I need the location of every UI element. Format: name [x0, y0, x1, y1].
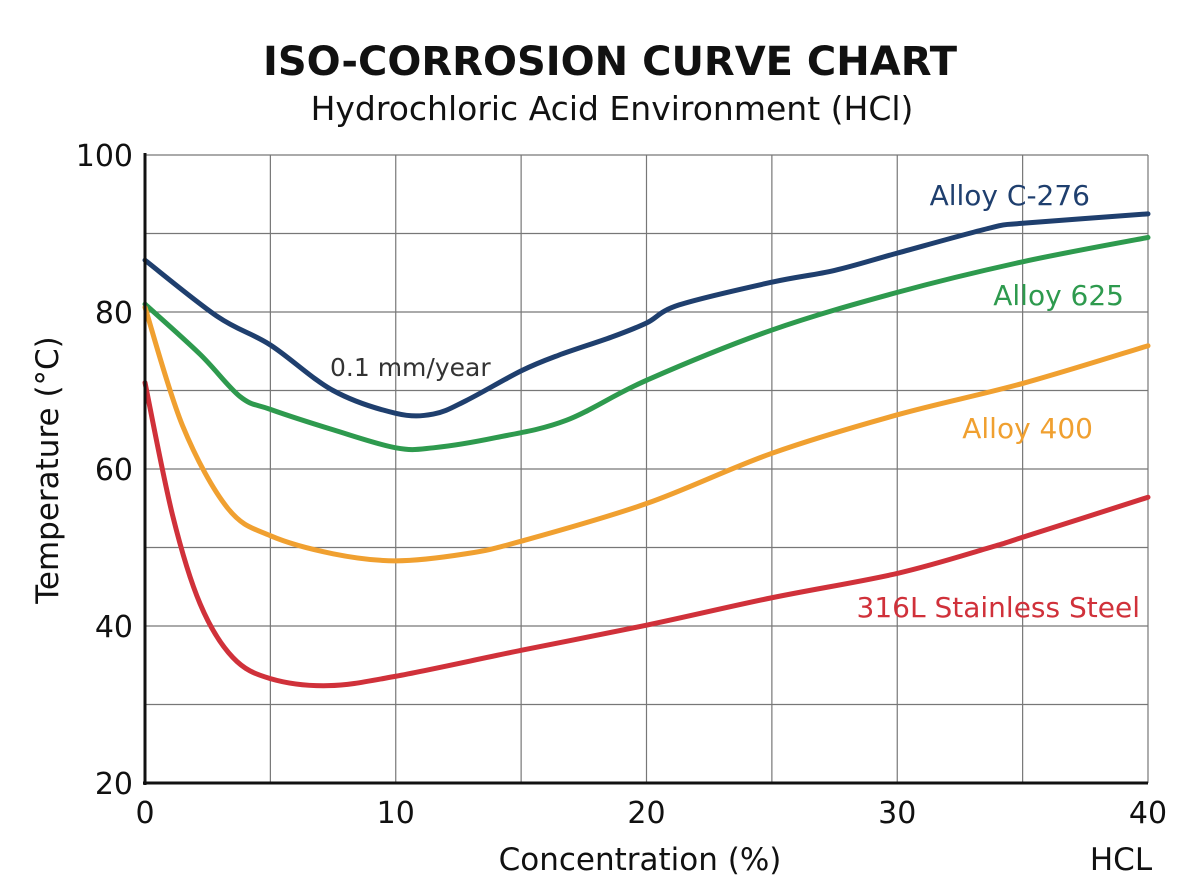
series-label-316l: 316L Stainless Steel: [857, 591, 1140, 624]
x-tick-label: 30: [878, 796, 916, 831]
y-tick-label: 80: [95, 296, 133, 331]
y-axis-label: Temperature (°C): [30, 336, 66, 605]
x-tick-label: 40: [1129, 796, 1167, 831]
y-tick-label: 60: [95, 453, 133, 488]
x-tick-label: 10: [377, 796, 415, 831]
series-label-c276: Alloy C-276: [930, 179, 1090, 212]
series-lines: [142, 211, 1151, 689]
series-line-0: [142, 211, 1151, 419]
x-axis-extra-label: HCL: [1090, 842, 1153, 878]
chart-title: ISO-CORROSION CURVE CHART: [263, 39, 958, 85]
x-axis-label: Concentration (%): [499, 842, 782, 878]
x-tick-label: 20: [627, 796, 665, 831]
y-tick-label: 100: [76, 139, 133, 174]
series-label-400: Alloy 400: [962, 412, 1093, 445]
rate-annotation: 0.1 mm/year: [330, 353, 491, 382]
chart-subtitle: Hydrochloric Acid Environment (HCl): [311, 89, 914, 128]
axes: [143, 153, 1148, 785]
y-tick-label: 20: [95, 767, 133, 802]
series-line-1: [142, 234, 1151, 453]
y-tick-label: 40: [95, 610, 133, 645]
tick-labels: 0 10 20 30 40 20 40 60 80 100: [76, 139, 1167, 831]
x-tick-label: 0: [135, 796, 154, 831]
grid: [144, 154, 1149, 784]
series-line-2: [142, 304, 1151, 564]
series-line-3: [142, 380, 1151, 689]
series-label-625: Alloy 625: [993, 279, 1124, 312]
